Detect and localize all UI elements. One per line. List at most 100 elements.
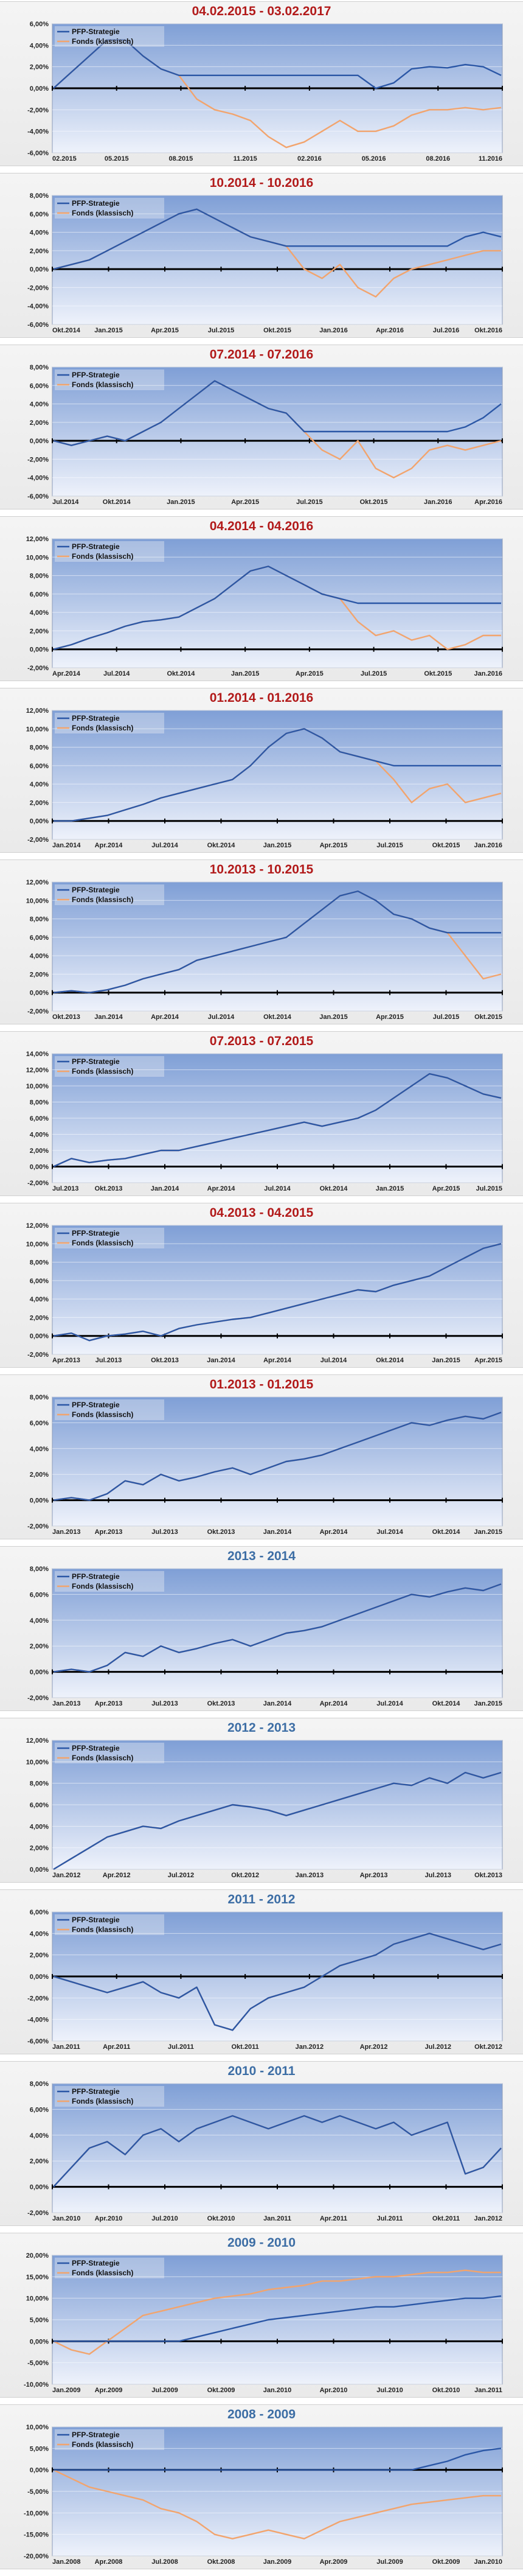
legend-label-fund: Fonds (klassisch) — [72, 1582, 133, 1591]
y-tick-label: 6,00% — [30, 1115, 49, 1122]
y-tick-label: 6,00% — [30, 382, 49, 390]
y-tick-label: 4,00% — [30, 781, 49, 788]
legend-label-strategy: PFP-Strategie — [72, 2431, 120, 2439]
x-tick-label: Apr.2016 — [474, 499, 502, 506]
x-tick-label: Okt.2009 — [432, 2558, 460, 2566]
x-tick-label: Apr.2015 — [474, 1357, 502, 1364]
x-tick-label: Apr.2012 — [103, 1872, 131, 1879]
y-tick-label: 6,00% — [30, 1591, 49, 1598]
y-tick-label: -6,00% — [27, 2038, 49, 2045]
plot-area — [52, 2083, 503, 2213]
x-tick-label: Apr.2010 — [95, 2215, 123, 2222]
y-tick-label: 0,00% — [30, 266, 49, 273]
x-tick-label: Jan.2015 — [167, 499, 195, 506]
y-tick-label: 0,00% — [30, 2338, 49, 2345]
legend-label-strategy: PFP-Strategie — [72, 2259, 120, 2267]
x-tick-label: Apr.2011 — [103, 2043, 130, 2051]
series-line-strategy — [54, 2295, 502, 2342]
chart-title: 10.2013 - 10.2015 — [209, 863, 314, 877]
x-tick-label: Apr.2014 — [95, 842, 123, 849]
y-tick-label: -6,00% — [27, 321, 49, 329]
chart-title: 01.2013 - 01.2015 — [209, 1377, 314, 1391]
x-tick-label: Okt.2013 — [207, 1528, 235, 1536]
chart-title: 10.2014 - 10.2016 — [209, 176, 314, 190]
x-tick-label: Jan.2013 — [296, 1872, 324, 1879]
x-tick-label: Jul.2014 — [376, 1700, 403, 1707]
chart-title: 2008 - 2009 — [227, 2407, 296, 2421]
x-tick-label: Apr.2014 — [151, 1013, 179, 1021]
y-tick-label: 8,00% — [30, 744, 49, 752]
y-tick-label: 4,00% — [30, 1930, 49, 1937]
y-tick-label: 10,00% — [26, 726, 49, 733]
x-tick-label: Jul.2016 — [433, 327, 459, 334]
x-tick-label: Apr.2014 — [320, 1700, 348, 1707]
chart-title: 2010 - 2011 — [227, 2064, 296, 2078]
y-tick-label: 14,00% — [26, 1051, 49, 1058]
x-tick-label: Jul.2013 — [151, 1700, 178, 1707]
y-tick-label: 4,00% — [30, 401, 49, 408]
x-tick-label: Apr.2014 — [52, 670, 81, 677]
legend-label-strategy: PFP-Strategie — [72, 886, 120, 894]
x-tick-label: 08.2015 — [169, 155, 193, 163]
chart-panel: 01.2013 - 01.2015 -2,00% 0,00% 2,00% 4,00% 6,… — [0, 1374, 523, 1539]
y-tick-label: -5,00% — [27, 2360, 49, 2367]
chart-panel: 10.2013 - 10.2015 -2,00% 0,00% 2,00% 4,00% 6,… — [0, 859, 523, 1024]
y-tick-label: 4,00% — [30, 42, 49, 49]
x-tick-label: Jan.2014 — [263, 1528, 292, 1536]
x-tick-label: Okt.2012 — [474, 2043, 502, 2051]
y-tick-label: 0,00% — [30, 85, 49, 93]
chart-panel: 2013 - 2014 -2,00% 0,00% 2,00% 4,00% 6,00% 8,0… — [0, 1546, 523, 1711]
chart-panel: 07.2014 - 07.2016 -6,00% -4,00% -2,00% 0,00%… — [0, 345, 523, 509]
y-tick-label: 10,00% — [26, 554, 49, 561]
x-tick-label: Apr.2015 — [151, 327, 179, 334]
plot-area — [52, 1396, 503, 1527]
x-tick-label: Apr.2015 — [320, 842, 348, 849]
y-tick-label: 0,00% — [30, 990, 49, 997]
series-line-strategy — [53, 890, 501, 993]
series-line-strategy — [53, 1771, 502, 1871]
y-tick-label: 2,00% — [30, 628, 49, 635]
legend-label-fund: Fonds (klassisch) — [72, 37, 133, 46]
x-tick-label: Okt.2014 — [432, 1700, 461, 1707]
y-tick-label: 12,00% — [26, 1737, 49, 1745]
legend-label-fund: Fonds (klassisch) — [72, 1067, 133, 1076]
x-tick-label: 11.2015 — [234, 155, 257, 163]
x-tick-label: Okt.2014 — [103, 499, 131, 506]
x-tick-label: Okt.2013 — [474, 1872, 502, 1879]
x-tick-label: Apr.2016 — [376, 327, 404, 334]
legend-label-fund: Fonds (klassisch) — [72, 552, 133, 561]
y-tick-label: -10,00% — [24, 2381, 49, 2389]
legend-label-fund: Fonds (klassisch) — [72, 1925, 133, 1934]
x-tick-label: Okt.2008 — [207, 2558, 235, 2566]
y-tick-label: 0,00% — [30, 818, 49, 825]
y-tick-label: 2,00% — [30, 2158, 49, 2165]
x-tick-label: 05.2016 — [362, 155, 386, 163]
y-tick-label: -6,00% — [27, 150, 49, 157]
y-tick-label: 2,00% — [30, 248, 49, 255]
y-tick-label: 0,00% — [30, 2467, 49, 2474]
y-tick-label: 4,00% — [30, 1132, 49, 1139]
x-tick-label: Okt.2014 — [167, 670, 195, 677]
x-tick-label: Apr.2014 — [320, 1528, 348, 1536]
x-tick-label: Okt.2015 — [432, 842, 460, 849]
y-tick-label: 15,00% — [26, 2273, 49, 2281]
legend-label-strategy: PFP-Strategie — [72, 1916, 120, 1924]
x-tick-label: Okt.2013 — [151, 1357, 179, 1364]
chart-title: 2009 - 2010 — [227, 2236, 296, 2250]
line-chart: -10,00% -5,00% 0,00% 5,00% 10,00% 15,00% 20,00… — [24, 2252, 503, 2394]
y-tick-label: 8,00% — [30, 916, 49, 923]
y-tick-label: 6,00% — [30, 934, 49, 942]
chart-title: 07.2014 - 07.2016 — [209, 348, 314, 362]
y-tick-label: -2,00% — [27, 836, 49, 844]
y-tick-label: -4,00% — [27, 475, 49, 482]
x-tick-label: Jul.2014 — [52, 499, 79, 506]
legend-label-fund: Fonds (klassisch) — [72, 209, 133, 217]
chart-panel: 04.2014 - 04.2016 -2,00% 0,00% 2,00% 4,00% 6,… — [0, 516, 523, 681]
x-tick-label: Jul.2014 — [320, 1357, 347, 1364]
y-tick-label: 6,00% — [30, 1802, 49, 1809]
x-tick-label: Jan.2012 — [52, 1872, 80, 1879]
x-tick-label: Okt.2012 — [231, 1872, 259, 1879]
